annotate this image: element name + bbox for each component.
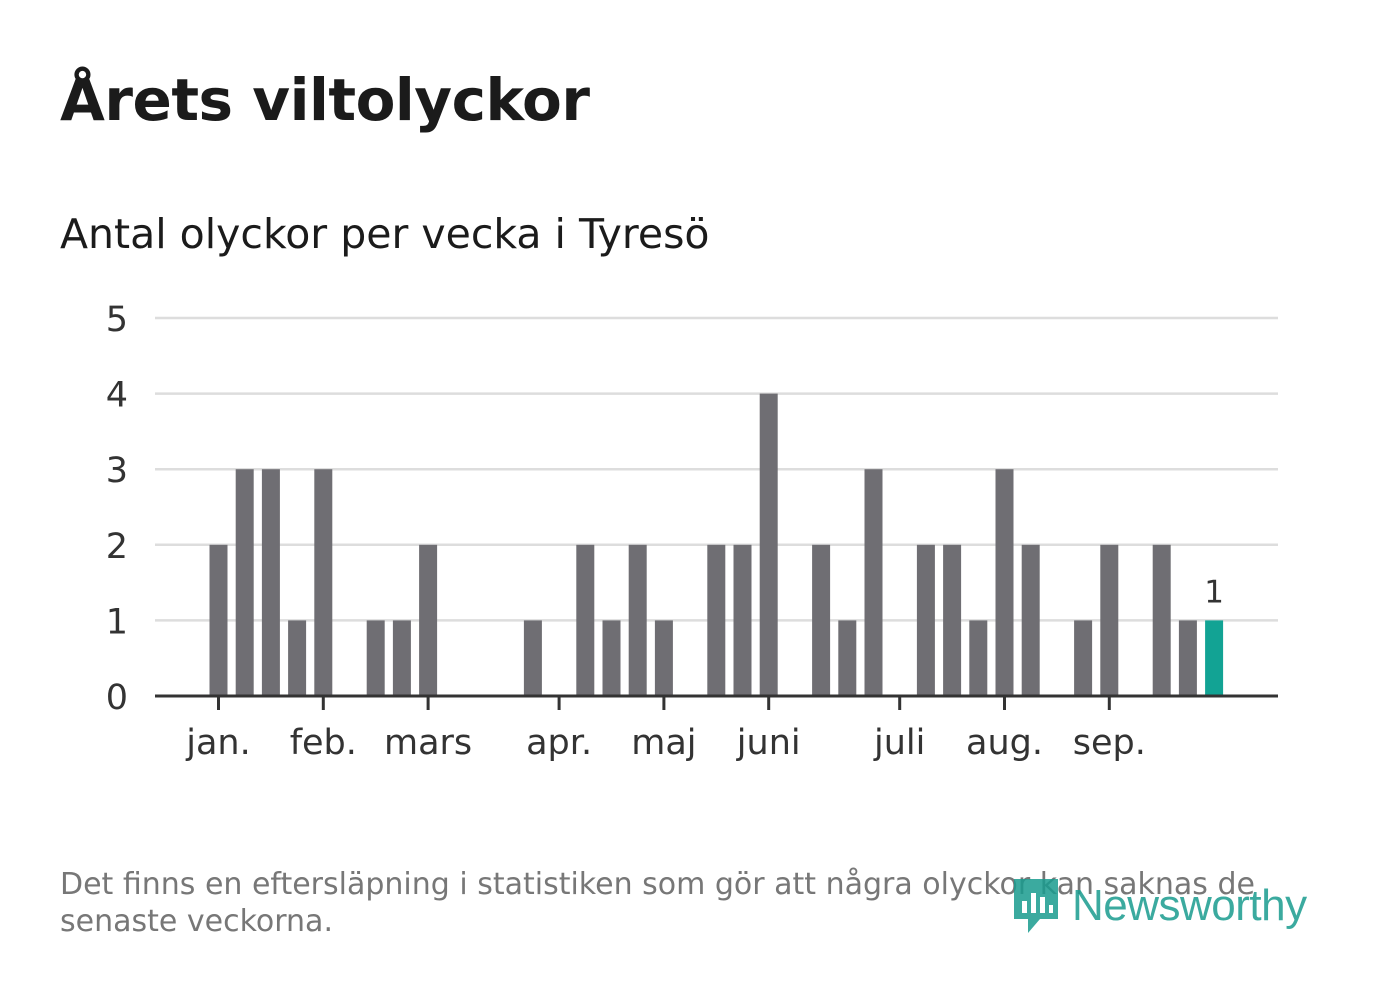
x-tick-label: juni bbox=[736, 723, 801, 763]
data-label: 1 bbox=[1204, 574, 1224, 610]
x-tick-label: apr. bbox=[526, 723, 592, 763]
bars bbox=[209, 393, 1224, 696]
y-tick-label: 2 bbox=[106, 527, 128, 567]
bar bbox=[864, 469, 883, 696]
y-tick-label: 3 bbox=[106, 451, 128, 491]
x-tick-label: maj bbox=[631, 723, 696, 763]
bar bbox=[733, 544, 752, 696]
chart-title: Årets viltolyckor bbox=[60, 66, 590, 134]
bar bbox=[628, 544, 647, 696]
newsworthy-logo-icon bbox=[1014, 879, 1058, 933]
x-tick-label: mars bbox=[384, 723, 472, 763]
x-tick-label: feb. bbox=[290, 723, 357, 763]
newsworthy-logo: Newsworthy bbox=[1010, 875, 1307, 937]
bar bbox=[523, 620, 542, 696]
y-tick-label: 1 bbox=[106, 602, 128, 642]
bar bbox=[1178, 620, 1197, 696]
bar bbox=[419, 544, 438, 696]
bar bbox=[916, 544, 935, 696]
bar-highlight bbox=[1205, 620, 1224, 696]
newsworthy-logo-text: Newsworthy bbox=[1072, 881, 1307, 930]
data-labels: 1 bbox=[1204, 574, 1224, 610]
bar bbox=[366, 620, 385, 696]
bar bbox=[392, 620, 411, 696]
bar bbox=[314, 469, 333, 696]
bar bbox=[602, 620, 621, 696]
x-tick-label: aug. bbox=[966, 723, 1043, 763]
bar-chart: 0 1 2 3 4 5 1 jan. feb. mars apr. maj juni juli aug.… bbox=[106, 300, 1278, 763]
x-tick-label: juli bbox=[873, 723, 925, 763]
x-axis-ticks: jan. feb. mars apr. maj juni juli aug. sep. bbox=[185, 696, 1146, 763]
x-tick-label: sep. bbox=[1073, 723, 1146, 763]
bar bbox=[209, 544, 228, 696]
y-tick-label: 0 bbox=[106, 678, 128, 718]
bar bbox=[838, 620, 857, 696]
bar bbox=[654, 620, 673, 696]
bar bbox=[969, 620, 988, 696]
y-tick-label: 5 bbox=[106, 300, 128, 340]
bar bbox=[1074, 620, 1093, 696]
bar bbox=[576, 544, 595, 696]
y-tick-label: 4 bbox=[106, 376, 128, 416]
bar bbox=[288, 620, 307, 696]
bar bbox=[235, 469, 254, 696]
bar bbox=[1021, 544, 1040, 696]
bar bbox=[812, 544, 831, 696]
bar bbox=[261, 469, 280, 696]
y-axis-ticks: 0 1 2 3 4 5 bbox=[106, 300, 128, 718]
bar bbox=[1152, 544, 1171, 696]
bar bbox=[759, 393, 778, 696]
bar bbox=[707, 544, 726, 696]
bar bbox=[943, 544, 962, 696]
chart-subtitle: Antal olyckor per vecka i Tyresö bbox=[60, 210, 710, 258]
x-tick-label: jan. bbox=[185, 723, 250, 763]
bar bbox=[995, 469, 1014, 696]
bar bbox=[1100, 544, 1119, 696]
